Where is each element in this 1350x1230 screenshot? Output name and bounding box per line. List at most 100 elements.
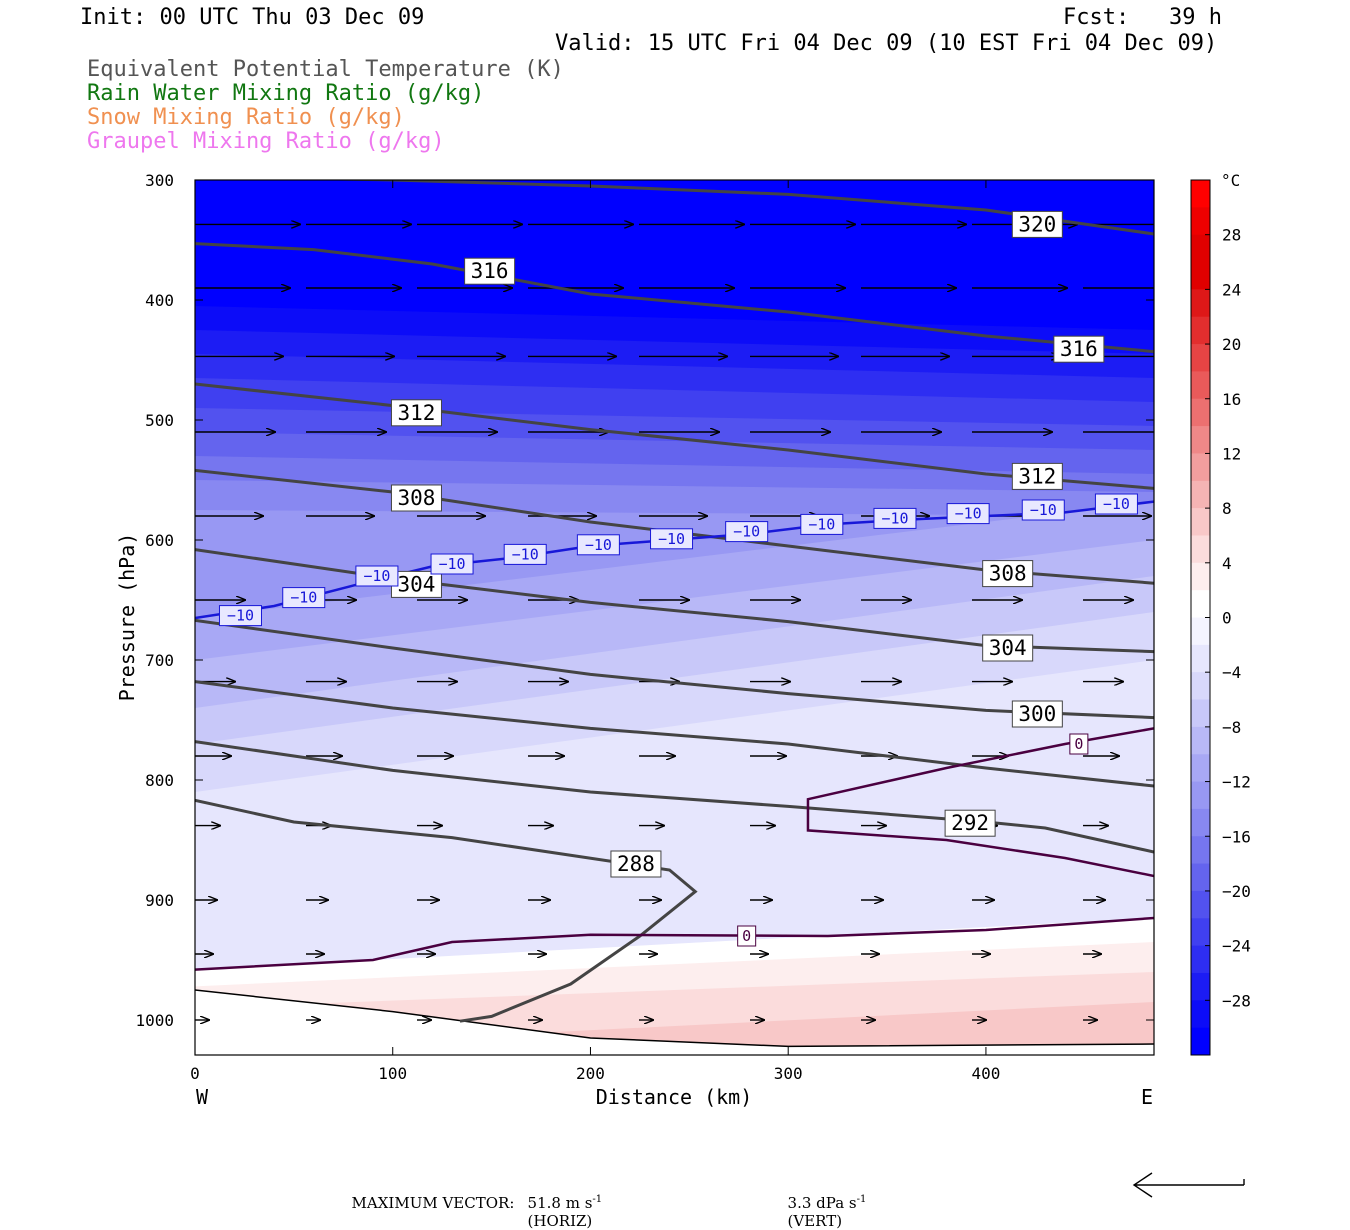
colorbar-tick-label: 12 bbox=[1222, 444, 1241, 463]
y-tick-label: 600 bbox=[145, 531, 174, 550]
colorbar-tick-label: −24 bbox=[1222, 937, 1251, 956]
contour-label: 320 bbox=[1018, 212, 1056, 236]
isotherm-label-box bbox=[800, 513, 844, 535]
colorbar-tick-label: −20 bbox=[1222, 882, 1251, 901]
contour-label-box bbox=[982, 560, 1034, 588]
isotherm-label: −10 bbox=[439, 555, 466, 573]
isotherm-label-box bbox=[737, 925, 757, 947]
y-tick-label: 1000 bbox=[135, 1011, 174, 1030]
colorbar-tick-label: 16 bbox=[1222, 390, 1241, 409]
colorbar-step bbox=[1191, 617, 1210, 646]
isotherm-label-box bbox=[1021, 499, 1065, 521]
init-time: Init: 00 UTC Thu 03 Dec 09 bbox=[80, 5, 425, 30]
max-vector-title: MAXIMUM VECTOR: bbox=[351, 1194, 515, 1212]
contour-label-box bbox=[464, 257, 516, 285]
isotherm-label: −10 bbox=[512, 545, 539, 563]
colorbar-step bbox=[1191, 972, 1210, 1001]
contour-label: 288 bbox=[617, 852, 655, 876]
contour-label: 300 bbox=[1018, 702, 1056, 726]
contour-label-box bbox=[390, 570, 442, 598]
isotherm-label-box bbox=[873, 507, 917, 529]
x-tick-label: 300 bbox=[774, 1064, 803, 1083]
cross-section-chart: 320316316312312308308304304300292288−10−… bbox=[115, 171, 1251, 1198]
x-tick-label: 200 bbox=[576, 1064, 605, 1083]
colorbar-step bbox=[1191, 562, 1210, 591]
colorbar-step bbox=[1191, 644, 1210, 673]
colorbar-step bbox=[1191, 726, 1210, 755]
contour-label-box bbox=[1011, 210, 1063, 238]
colorbar-step bbox=[1191, 863, 1210, 892]
isotherm-label-box bbox=[430, 553, 474, 575]
colorbar-step bbox=[1191, 590, 1210, 618]
isotherm-zero bbox=[195, 916, 1154, 971]
contour-label: 292 bbox=[951, 811, 989, 835]
reference-vector-icon bbox=[1132, 1172, 1245, 1198]
contour-label-box bbox=[1053, 335, 1105, 363]
colorbar-step bbox=[1191, 344, 1210, 372]
colorbar-unit: °C bbox=[1221, 171, 1240, 190]
isotherm-label-box bbox=[1094, 493, 1138, 515]
colorbar-step bbox=[1191, 890, 1210, 919]
field-label-rain: Rain Water Mixing Ratio (g/kg) bbox=[87, 81, 485, 106]
colorbar-step bbox=[1191, 535, 1210, 564]
contour-label: 308 bbox=[989, 562, 1027, 586]
colorbar-step bbox=[1191, 754, 1210, 783]
colorbar-step bbox=[1191, 207, 1210, 236]
isotherm-label: −10 bbox=[658, 530, 685, 548]
contour-label: 312 bbox=[1018, 464, 1056, 488]
theta-e-contour bbox=[195, 680, 1154, 788]
axes: 300 400 500 600 700 800 900 1000 0 100 200 300 400 bbox=[135, 171, 1154, 1083]
colorbar-step bbox=[1191, 480, 1210, 509]
colorbar-tick-label: 28 bbox=[1222, 226, 1241, 245]
colorbar-step bbox=[1191, 1027, 1210, 1056]
contour-label-box bbox=[610, 850, 662, 878]
x-tick-label: 0 bbox=[190, 1064, 200, 1083]
isotherm-label: −10 bbox=[1103, 495, 1130, 513]
contour-label: 304 bbox=[989, 636, 1027, 660]
x-tick-label: 400 bbox=[971, 1064, 1000, 1083]
max-vector-vert: 3.3 dPa s-1 (VERT) bbox=[778, 1176, 867, 1230]
contour-label-box bbox=[944, 809, 996, 837]
colorbar-step bbox=[1191, 672, 1210, 701]
y-axis-title: Pressure (hPa) bbox=[115, 533, 139, 702]
colorbar-tick-label: 20 bbox=[1222, 335, 1241, 354]
valid-time: Valid: 15 UTC Fri 04 Dec 09 (10 EST Fri … bbox=[555, 31, 1218, 56]
colorbar-step bbox=[1191, 918, 1210, 947]
theta-e-contour bbox=[195, 740, 1154, 854]
isotherm-label-box bbox=[282, 587, 326, 609]
y-tick-label: 400 bbox=[145, 291, 174, 310]
isotherm-label-box bbox=[576, 534, 620, 556]
colorbar-tick-label: −4 bbox=[1222, 663, 1241, 682]
colorbar-tick-label: −8 bbox=[1222, 718, 1241, 737]
contour-label-box bbox=[390, 399, 442, 427]
colorbar-step bbox=[1191, 426, 1210, 454]
colorbar-tick-label: 24 bbox=[1222, 280, 1241, 299]
y-tick-label: 500 bbox=[145, 411, 174, 430]
colorbar-tick-label: −28 bbox=[1222, 991, 1251, 1010]
colorbar-step bbox=[1191, 289, 1210, 318]
x-tick-label: 100 bbox=[378, 1064, 407, 1083]
isotherm-label-box bbox=[503, 543, 547, 565]
colorbar-step bbox=[1191, 180, 1210, 208]
isotherm-label: −10 bbox=[1030, 501, 1057, 519]
colorbar-step bbox=[1191, 808, 1210, 837]
contour-label: 308 bbox=[397, 486, 435, 510]
isotherm-label: 0 bbox=[742, 927, 751, 945]
colorbar-step bbox=[1191, 508, 1210, 536]
isotherm-label: −10 bbox=[585, 536, 612, 554]
isotherm-label: −10 bbox=[733, 523, 760, 541]
colorbar-step bbox=[1191, 371, 1210, 400]
isotherm-label: −10 bbox=[363, 567, 390, 585]
contour-label: 316 bbox=[1060, 337, 1098, 361]
colorbar-tick-label: −12 bbox=[1222, 773, 1251, 792]
contour-label: 316 bbox=[471, 259, 509, 283]
horiz-value: 51.8 m s bbox=[527, 1194, 593, 1212]
max-vector-horiz: 51.8 m s-1 (HORIZ) bbox=[518, 1176, 603, 1230]
field-label-snow: Snow Mixing Ratio (g/kg) bbox=[87, 105, 405, 130]
colorbar-step bbox=[1191, 945, 1210, 974]
colorbar-step bbox=[1191, 836, 1210, 865]
colorbar-tick-label: 0 bbox=[1222, 609, 1232, 628]
contour-label-box bbox=[390, 484, 442, 512]
field-label-theta-e: Equivalent Potential Temperature (K) bbox=[87, 57, 564, 82]
y-tick-label: 700 bbox=[145, 651, 174, 670]
